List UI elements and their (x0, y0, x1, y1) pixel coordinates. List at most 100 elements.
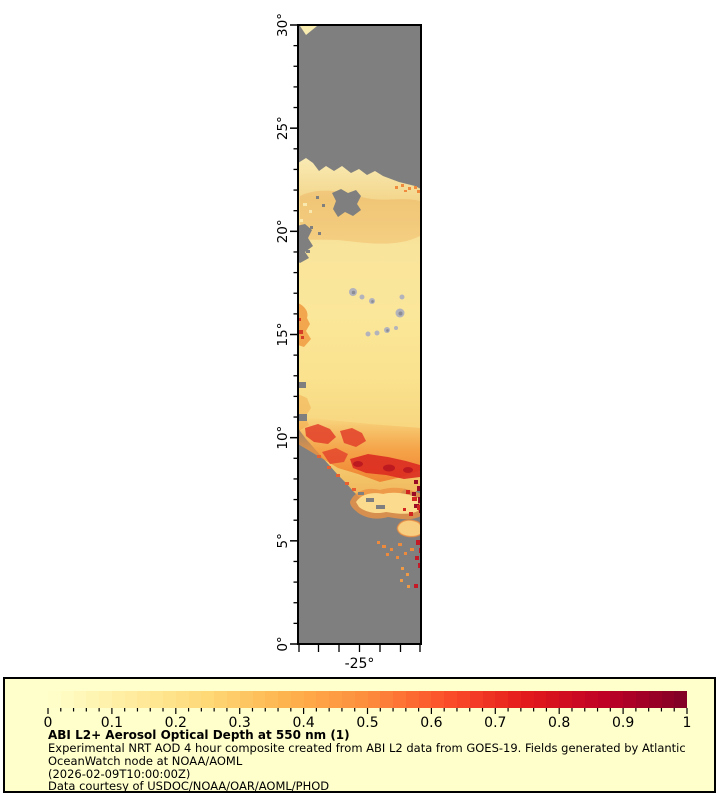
north-mottle-band (300, 190, 420, 244)
legend-credit: Data courtesy of USDOC/NOAA/OAR/AOML/PHO… (48, 779, 330, 793)
legend-description: OceanWatch node at NOAA/AOML (48, 753, 243, 768)
colorbar-block (86, 691, 100, 708)
plot-frame (297, 24, 422, 645)
colorbar-block (457, 691, 470, 708)
legend-panel: 0 0.1 0.2 0.3 0.4 0.5 0.6 0.7 0.8 0.9 1 ABI L2+ Ae… (3, 677, 716, 793)
colorbar-tick-label: 0.6 (420, 715, 443, 731)
colorbar-block (405, 691, 419, 708)
y-axis-label: 10° (275, 426, 291, 450)
dust-dark-spot (383, 464, 395, 472)
cloud-mask-specks (349, 288, 405, 337)
left-red-pixels (299, 318, 304, 339)
colorbar-block (469, 691, 483, 708)
colorbar-block (546, 691, 560, 708)
colorbar-tick-label: 0.3 (228, 715, 251, 731)
colorbar-block (431, 691, 445, 708)
dust-red-blob-1 (305, 424, 336, 444)
pixel-specks (299, 184, 420, 588)
colorbar-tick-label: 0.9 (611, 715, 635, 731)
colorbar-block (175, 691, 189, 708)
y-axis-label: 20° (275, 219, 291, 243)
colorbar-block (201, 691, 215, 708)
colorbar-block (252, 691, 266, 708)
y-axis-label: 0° (275, 636, 291, 651)
lower-orange-specks (377, 541, 414, 559)
colorbar-block (226, 691, 240, 708)
colorbar-block (610, 691, 624, 708)
colorbar-block (316, 691, 330, 708)
colorbar-block (559, 691, 573, 708)
dust-red-blob-3 (322, 448, 348, 464)
colorbar-block (533, 691, 547, 708)
colorbar-block (214, 691, 227, 708)
colorbar-tick-label: 0.8 (548, 715, 571, 731)
dust-red-blob-2 (340, 428, 366, 447)
colorbar-block (150, 691, 164, 708)
colorbar-tick-label: 0.1 (100, 715, 124, 731)
y-axis-label: 15° (275, 323, 291, 347)
map-axes: 0° 5° 10° 15° 20° 25° 30° -25° (275, 13, 421, 672)
colorbar-block (520, 691, 534, 708)
map-plot: 0° 5° 10° 15° 20° 25° 30° -25° (275, 13, 422, 672)
colorbar-block (393, 691, 406, 708)
colorbar-block (290, 691, 304, 708)
y-axis-label: 25° (275, 116, 291, 140)
aod-map-figure: 0° 5° 10° 15° 20° 25° 30° -25° (275, 13, 422, 672)
colorbar-tick-label: 1 (682, 715, 692, 731)
colorbar-block (329, 691, 342, 708)
colorbar-block (99, 691, 112, 708)
colorbar-block (572, 691, 585, 708)
legend-title: ABI L2+ Aerosol Optical Depth at 550 nm … (48, 728, 350, 742)
tiny-orange-dots (400, 567, 410, 588)
colorbar-block (508, 691, 521, 708)
y-axis-label: 5° (275, 533, 291, 548)
gray-intrusion-center (332, 189, 361, 217)
dust-dark-spot (403, 467, 413, 473)
colorbar-tick-label: 0.2 (164, 715, 187, 731)
colorbar-block (111, 691, 125, 708)
colorbar-block (265, 691, 279, 708)
colorbar-tick-label: 0.5 (356, 715, 379, 731)
lower-right-red-specks (414, 540, 420, 588)
blobA-red-specks (403, 490, 420, 516)
colorbar-tick-label: 0.7 (484, 715, 507, 731)
colorbar-block (163, 691, 176, 708)
colorbar-block (482, 691, 496, 708)
top-edge-orange-specks (395, 184, 420, 193)
colorbar (48, 691, 688, 708)
colorbar-block (661, 691, 675, 708)
colorbar-block (495, 691, 509, 708)
y-axis-label: 30° (275, 13, 291, 37)
colorbar-block (137, 691, 151, 708)
colorbar-block (354, 691, 368, 708)
legend-description: Experimental NRT AOD 4 hour composite cr… (48, 741, 686, 755)
colorbar-tick-label: 0 (43, 715, 53, 731)
gray-holes (299, 196, 385, 509)
colorbar-block (124, 691, 138, 708)
colorbar-tick-label: 0.4 (292, 715, 315, 731)
colorbar-ticks (47, 708, 688, 714)
colorbar-block (380, 691, 394, 708)
colorbar-block (444, 691, 457, 708)
colorbar-block (48, 691, 61, 708)
front-dark-red-specks (412, 480, 420, 513)
colorbar-block (623, 691, 636, 708)
colorbar-block (648, 691, 662, 708)
gray-intrusion-left (299, 224, 313, 263)
colorbar-block (188, 691, 202, 708)
colorbar-block (584, 691, 598, 708)
colorbar-block (674, 691, 688, 708)
colorbar-block (367, 691, 381, 708)
legend-timestamp: (2026-02-09T10:00:00Z) (48, 766, 191, 781)
legend-text-block: ABI L2+ Aerosol Optical Depth at 550 nm … (48, 728, 686, 793)
colorbar-block (303, 691, 317, 708)
cream-dots-topleft (300, 203, 312, 222)
diagonal-orange-specks (317, 455, 356, 491)
south-small-blob (396, 519, 420, 538)
north-corner-patch (300, 26, 317, 35)
x-axis-label: -25° (345, 656, 375, 672)
colorbar-block (635, 691, 649, 708)
colorbar-block (73, 691, 87, 708)
map-data-layers (299, 26, 420, 588)
